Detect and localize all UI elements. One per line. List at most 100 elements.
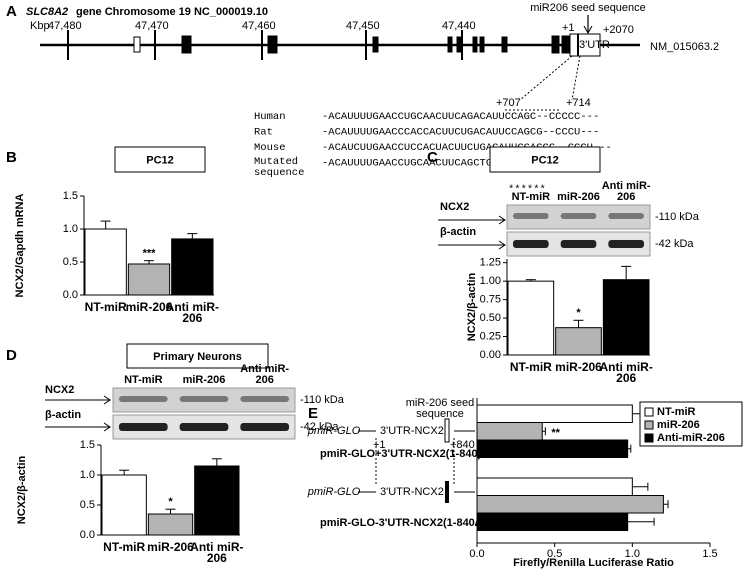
significance: **	[551, 427, 560, 439]
x-tick-label: Anti miR-206	[599, 360, 653, 385]
size-label: -110 kDa	[655, 211, 700, 223]
y-tick-label: 1.5	[80, 439, 95, 451]
panel-label: D	[6, 347, 17, 364]
chart-title: Primary Neurons	[153, 351, 242, 363]
accession: NM_015063.2	[650, 41, 719, 53]
blot-band	[608, 213, 644, 219]
species-label: Human	[254, 111, 286, 123]
sequence: -ACAUUUUGAACCUGCAACUUCAGACAUUCCAGC--CCCC…	[322, 111, 599, 123]
bar	[101, 474, 147, 536]
y-tick-label: 1.00	[480, 275, 501, 287]
seed-label: miR206 seed sequence	[530, 2, 646, 14]
lane-label: NT-miR	[511, 191, 551, 203]
sequence: -ACAUUUUGAACCCACCACUUCUGACAUUCCAGCG--CCC…	[322, 126, 599, 138]
y-axis-label: NCX2/β-actin	[466, 272, 478, 341]
blot-band	[240, 396, 289, 402]
significance: *	[168, 496, 173, 508]
title-box	[489, 146, 601, 173]
bar	[476, 439, 629, 458]
x-tick-label: miR-206	[125, 300, 173, 314]
lane-label: miR-206	[182, 374, 226, 386]
lane-label: Anti miR-206	[240, 363, 290, 386]
mutation-marks: ******	[508, 184, 546, 196]
kbp-label: Kbp	[30, 20, 50, 32]
x-tick-label: NT-miR	[103, 540, 146, 554]
panel-label: C	[427, 149, 438, 166]
gene-diagram	[40, 15, 640, 111]
band-label: β-actin	[440, 226, 476, 238]
lane-label: NT-miR	[124, 374, 163, 386]
seed-start: +707	[496, 97, 521, 109]
gene-name: SLC8A2	[26, 6, 68, 18]
bar	[127, 263, 171, 296]
y-tick-label: 0.75	[480, 294, 501, 306]
bar	[476, 404, 633, 423]
x-axis-label: Firefly/Renilla Luciferase Ratio	[513, 557, 674, 569]
bar	[507, 280, 555, 356]
y-axis-label: NCX2/β-actin	[16, 455, 28, 524]
bar	[147, 513, 194, 536]
category-label: pmiR-GLO+3'UTR-NCX2(1-840)	[320, 448, 482, 460]
species-label: Rat	[254, 126, 273, 138]
x-tick-label: 1.5	[702, 548, 717, 560]
bar	[476, 477, 633, 496]
seed-label: miR-206 seed sequence	[405, 397, 475, 420]
species-label: Mutated sequence	[254, 155, 305, 179]
blot-arrows	[45, 215, 506, 432]
legend-swatch	[644, 433, 654, 443]
y-tick-label: 1.5	[63, 190, 78, 202]
blot-band	[179, 396, 229, 402]
panel-label: B	[6, 149, 17, 166]
y-tick-label: 0.25	[480, 330, 501, 342]
x-tick-label: 1.0	[625, 548, 640, 560]
bar	[555, 327, 602, 356]
bar	[476, 495, 664, 514]
bar	[171, 238, 214, 296]
blot-band	[240, 423, 289, 431]
vector-label: pmiR-GLO	[307, 486, 361, 498]
size-label: -42 kDa	[655, 238, 694, 250]
y-tick-label: 0.00	[480, 349, 501, 361]
bar	[602, 279, 650, 356]
y-tick-label: 0.0	[80, 529, 95, 541]
blot-band	[179, 423, 229, 431]
category-label: pmiR-GLO-3'UTR-NCX2(1-840∆miR206)	[320, 517, 525, 529]
x-tick-label: NT-miR	[509, 360, 552, 374]
legend-swatch	[644, 420, 654, 430]
x-tick-label: Anti miR-206	[190, 540, 244, 565]
construct-start: +1	[373, 439, 386, 451]
y-tick-label: 0.5	[63, 256, 78, 268]
blot-band	[119, 396, 168, 402]
utr-start: +1	[562, 22, 575, 34]
y-tick-label: 1.25	[480, 257, 501, 269]
blot-band	[560, 240, 597, 248]
x-tick-label: miR-206	[147, 540, 194, 554]
legend-label: miR-206	[657, 419, 700, 431]
seed-end: +714	[566, 97, 591, 109]
coordinate-label: 47,470	[135, 20, 169, 32]
band-label: NCX2	[45, 384, 74, 396]
panel-label: A	[6, 3, 17, 20]
utr-label: 3'UTR	[579, 39, 610, 51]
x-tick-label: 0.5	[547, 548, 562, 560]
bar	[84, 228, 127, 296]
band-label: β-actin	[45, 409, 81, 421]
bar	[476, 422, 543, 441]
x-tick-label: Anti miR-206	[165, 300, 219, 325]
bar	[194, 465, 240, 536]
bar	[476, 512, 629, 531]
species-label: Mouse	[254, 142, 286, 154]
y-tick-label: 0.0	[63, 289, 78, 301]
coordinate-label: 47,450	[346, 20, 380, 32]
y-tick-label: 1.0	[80, 469, 95, 481]
lane-label: Anti miR-206	[601, 180, 651, 203]
blot-band	[119, 423, 168, 431]
legend-box	[639, 401, 743, 447]
significance: ***	[143, 248, 157, 260]
title-box	[114, 146, 206, 173]
y-tick-label: 1.0	[63, 223, 78, 235]
band-label: NCX2	[440, 201, 469, 213]
legend-swatch	[644, 407, 654, 417]
